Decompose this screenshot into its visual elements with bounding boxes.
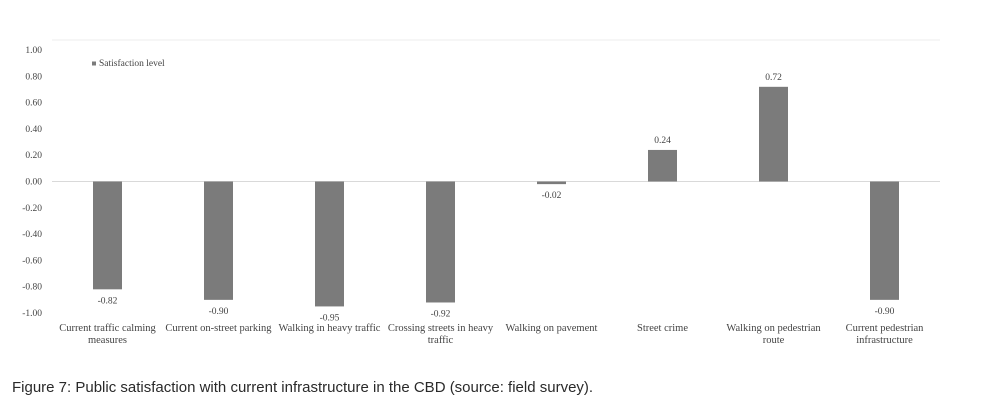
data-label: -0.90 xyxy=(209,307,229,317)
y-tick-label: -1.00 xyxy=(22,309,42,319)
y-tick-label: -0.20 xyxy=(22,204,42,214)
bar xyxy=(204,181,233,300)
data-label: 0.72 xyxy=(765,73,782,83)
data-label: -0.02 xyxy=(542,191,562,201)
x-category-label: Current on-street parking xyxy=(165,323,272,334)
data-label: -0.82 xyxy=(98,296,118,306)
figure-caption: Figure 7: Public satisfaction with curre… xyxy=(12,379,593,396)
data-label: -0.95 xyxy=(320,313,340,323)
bar xyxy=(870,181,899,300)
x-category-label: traffic xyxy=(428,335,454,346)
data-label: -0.90 xyxy=(875,307,895,317)
x-category-label: Current traffic calming xyxy=(59,323,156,334)
y-tick-label: 0.00 xyxy=(25,178,42,188)
y-tick-label: -0.60 xyxy=(22,256,42,266)
legend-swatch xyxy=(92,61,96,66)
data-label: -0.92 xyxy=(431,309,451,319)
y-tick-label: 0.20 xyxy=(25,151,42,161)
x-category-label: Walking in heavy traffic xyxy=(279,323,381,334)
y-tick-label: 0.80 xyxy=(25,72,42,82)
y-tick-label: 0.40 xyxy=(25,125,42,135)
bar xyxy=(93,181,122,290)
bar xyxy=(648,149,677,182)
bar xyxy=(426,181,455,303)
bar xyxy=(315,181,344,307)
bar-chart: 1.00 0.80 0.60 0.40 0.20 0.00 -0.20 -0.40 -0.60 -… xyxy=(22,39,940,346)
x-category-label: infrastructure xyxy=(856,335,913,346)
x-category-label: route xyxy=(763,335,785,346)
x-category-label: Walking on pavement xyxy=(506,323,598,334)
bar xyxy=(537,181,566,185)
legend-label: Satisfaction level xyxy=(99,58,165,69)
x-category-label: measures xyxy=(88,335,127,346)
y-tick-label: 1.00 xyxy=(25,46,42,56)
x-category-label: Street crime xyxy=(637,323,688,334)
x-category-label: Walking on pedestrian xyxy=(726,323,821,334)
data-label: 0.24 xyxy=(654,136,671,146)
bar xyxy=(759,86,788,182)
y-tick-label: -0.80 xyxy=(22,283,42,293)
x-category-label: Crossing streets in heavy xyxy=(388,323,494,334)
figure-caption-label: Figure 7: xyxy=(12,379,72,396)
figure-caption-text: Public satisfaction with current infrast… xyxy=(71,379,594,396)
y-tick-label: 0.60 xyxy=(25,99,42,109)
x-category-label: Current pedestrian xyxy=(846,323,925,334)
y-tick-label: -0.40 xyxy=(22,230,42,240)
